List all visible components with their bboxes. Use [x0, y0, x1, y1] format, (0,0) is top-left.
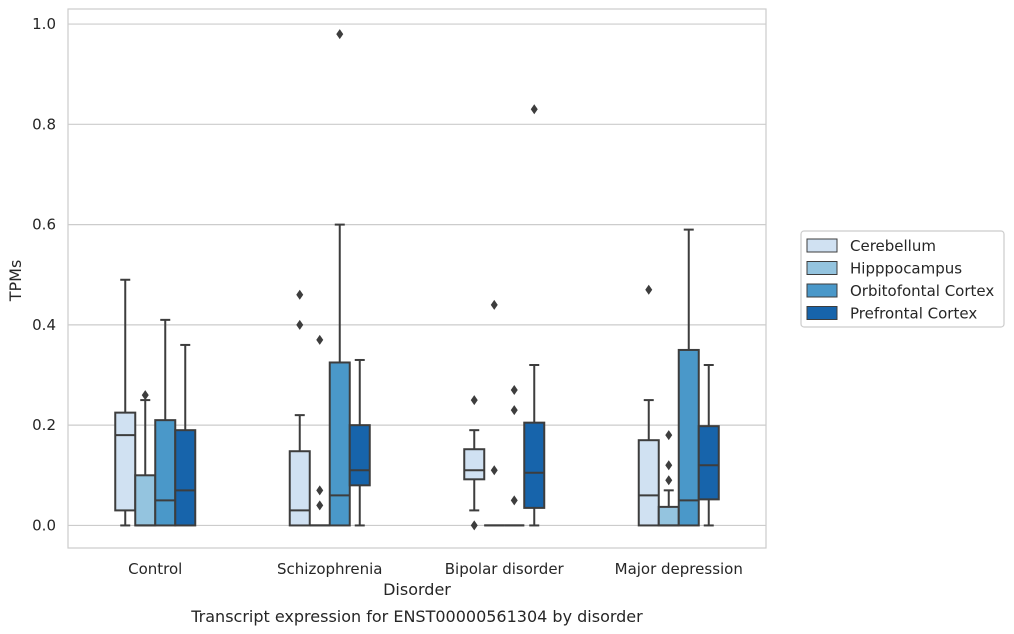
outlier-point	[510, 385, 518, 396]
box-body	[348, 424, 371, 487]
outlier-point	[141, 390, 149, 401]
x-axis-label: Disorder	[383, 580, 451, 599]
box-body	[657, 505, 680, 527]
box-body	[637, 439, 660, 527]
box-body	[523, 421, 546, 509]
y-axis-ticks: 0.0 0.2 0.4 0.6 0.8 1.0	[32, 15, 56, 534]
box-body	[463, 448, 486, 481]
box-hipppocampus	[657, 430, 680, 527]
x-tick-label: Control	[128, 560, 182, 578]
y-tick-label: 0.6	[32, 216, 56, 234]
outlier-point	[510, 495, 518, 506]
box-hipppocampus	[134, 390, 157, 527]
legend-swatch	[806, 261, 838, 275]
legend-swatch	[806, 238, 838, 253]
outlier-point	[296, 319, 304, 330]
box-body	[677, 348, 700, 527]
legend-entry-label: Hipppocampus	[850, 260, 962, 278]
legend-entry-label: Prefrontal Cortex	[850, 305, 977, 323]
y-tick-label: 0.4	[32, 316, 56, 334]
y-tick-label: 0.8	[32, 115, 56, 133]
box-cerebellum	[637, 284, 660, 527]
plot-area-frame	[67, 8, 767, 549]
legend-entry-label: Orbitofontal Cortex	[850, 282, 994, 300]
legend-entry-label: Cerebellum	[850, 237, 936, 255]
box-hipppocampus	[309, 334, 330, 527]
outlier-point	[510, 405, 518, 416]
box-orbitofontal-cortex	[504, 385, 525, 527]
outlier-point	[490, 465, 498, 476]
box-orbitofontal-cortex	[154, 318, 177, 527]
box-body	[114, 411, 137, 512]
outlier-point	[645, 284, 653, 295]
box-body	[174, 429, 197, 527]
outlier-point	[316, 334, 324, 345]
outlier-point	[490, 299, 498, 310]
x-tick-label: Major depression	[615, 560, 743, 578]
box-body	[328, 361, 351, 527]
legend-swatch	[806, 283, 838, 298]
outlier-point	[470, 395, 478, 406]
box-body	[154, 419, 177, 527]
box-cerebellum	[463, 395, 486, 531]
box-prefrontal-cortex	[174, 343, 197, 527]
y-tick-label: 0.0	[32, 516, 56, 534]
y-tick-label: 0.2	[32, 416, 56, 434]
outlier-point	[336, 29, 344, 40]
box-prefrontal-cortex	[348, 358, 371, 527]
x-tick-label: Bipolar disorder	[445, 560, 565, 578]
box-orbitofontal-cortex	[677, 228, 700, 527]
x-tick-label: Schizophrenia	[277, 560, 382, 578]
outlier-point	[316, 485, 324, 496]
legend: Cerebellum Hipppocampus Orbitofontal Corte…	[800, 230, 1005, 328]
box-body	[134, 474, 157, 527]
chart-caption: Transcript expression for ENST0000056130…	[190, 607, 643, 626]
box-prefrontal-cortex	[697, 363, 720, 527]
outlier-point	[530, 104, 538, 115]
outlier-point	[316, 500, 324, 511]
outlier-point	[665, 475, 673, 486]
box-cerebellum	[288, 289, 311, 527]
legend-swatch	[806, 306, 838, 320]
outlier-point	[470, 520, 478, 531]
outlier-point	[665, 430, 673, 441]
box-body	[288, 450, 311, 527]
x-axis-ticks: Control Schizophrenia Bipolar disorder Majo…	[128, 560, 743, 578]
y-axis-label: TPMs	[6, 260, 25, 303]
y-tick-label: 1.0	[32, 15, 56, 33]
outlier-point	[665, 460, 673, 471]
box-body	[697, 425, 720, 501]
box-orbitofontal-cortex	[328, 29, 351, 527]
box-prefrontal-cortex	[523, 104, 546, 527]
box-cerebellum	[114, 278, 137, 527]
box-hipppocampus	[484, 299, 505, 527]
box-series	[114, 29, 720, 531]
outlier-point	[296, 289, 304, 300]
legend-frame	[800, 230, 1005, 328]
